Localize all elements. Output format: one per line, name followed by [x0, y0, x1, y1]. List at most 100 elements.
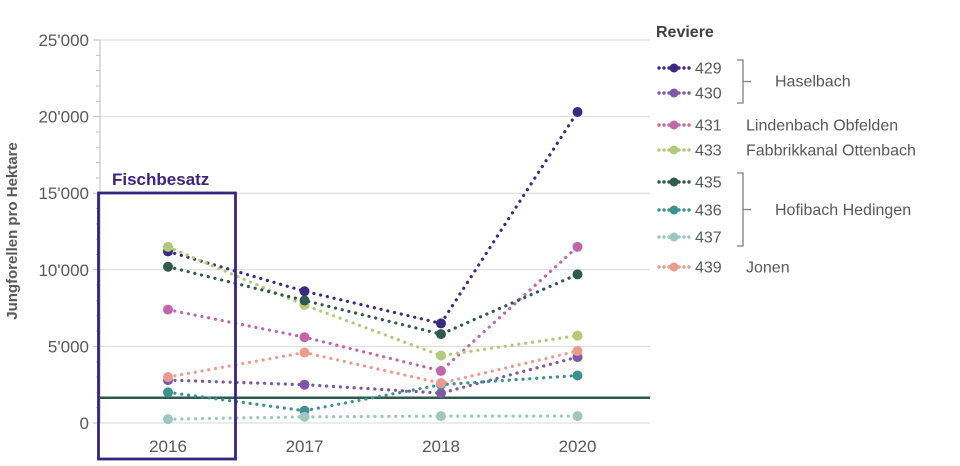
- legend-marker-dot: [682, 66, 686, 70]
- data-point-429-2017: [299, 286, 310, 297]
- legend-series-number: 439: [695, 260, 722, 277]
- series-line-433: [166, 245, 580, 358]
- y-tick-label: 25'000: [38, 31, 89, 50]
- legend-marker-dot: [682, 180, 686, 184]
- legend-group-label: Hofibach Hedingen: [775, 202, 911, 219]
- data-point-430-2017: [299, 379, 310, 390]
- legend-marker-dot: [662, 180, 666, 184]
- data-point-439-2020: [572, 345, 583, 356]
- data-point-437-2018: [436, 411, 446, 422]
- legend-item-435: 435: [657, 175, 722, 192]
- legend-marker-dot: [657, 235, 661, 239]
- legend-marker-dot: [662, 91, 666, 95]
- series-line-437: [166, 414, 580, 421]
- legend-marker-dot: [662, 235, 666, 239]
- legend-series-number: 429: [695, 61, 722, 78]
- data-point-431-2018: [436, 365, 446, 376]
- data-point-433-2016: [163, 241, 173, 252]
- legend-marker-dot: [657, 66, 661, 70]
- series-line-435: [166, 265, 580, 336]
- x-tick-label: 2018: [422, 437, 460, 456]
- legend-marker-dot: [687, 235, 691, 239]
- legend-marker: [669, 262, 679, 272]
- data-point-435-2016: [163, 261, 173, 272]
- series-line-430: [166, 355, 580, 395]
- legend-marker: [669, 177, 679, 187]
- series-line-431: [166, 245, 580, 373]
- data-point-431-2020: [572, 241, 583, 252]
- data-point-435-2020: [572, 269, 583, 280]
- legend-marker-dot: [657, 208, 661, 212]
- data-series: [163, 107, 583, 425]
- fischbesatz-annotation: Fischbesatz: [97, 170, 237, 461]
- legend-series-number: 436: [695, 203, 722, 220]
- data-point-435-2017: [299, 295, 310, 306]
- legend-marker-dot: [682, 265, 686, 269]
- legend-marker-dot: [662, 265, 666, 269]
- x-axis: 2016 2017 2018 2020: [149, 437, 596, 456]
- data-point-436-2020: [572, 370, 583, 381]
- data-point-437-2017: [299, 411, 310, 422]
- legend-marker-dot: [687, 66, 691, 70]
- legend-marker: [669, 145, 679, 155]
- legend: Reviere 429 430 431 433 435 436 437 439 Haselbach…: [656, 24, 916, 277]
- legend-marker-dot: [662, 148, 666, 152]
- data-point-439-2016: [163, 372, 173, 383]
- legend-title: Reviere: [656, 24, 714, 41]
- legend-marker-dot: [687, 148, 691, 152]
- y-tick-label: 15'000: [38, 184, 89, 203]
- legend-marker: [669, 63, 679, 73]
- legend-marker-dot: [687, 91, 691, 95]
- legend-group-label: Jonen: [746, 260, 790, 277]
- legend-bracket: [737, 59, 751, 104]
- legend-marker-dot: [657, 91, 661, 95]
- x-tick-label: 2020: [559, 437, 597, 456]
- y-tick-label: 0: [80, 414, 89, 433]
- x-tick-label: 2016: [149, 437, 187, 456]
- legend-marker-dot: [682, 208, 686, 212]
- gridlines: [100, 39, 650, 424]
- data-point-433-2020: [572, 330, 583, 341]
- y-axis-title: Jungforellen pro Hektare: [4, 142, 21, 320]
- legend-item-429: 429: [657, 61, 722, 78]
- legend-marker-dot: [687, 265, 691, 269]
- legend-series-number: 433: [695, 143, 722, 160]
- fischbesatz-label: Fischbesatz: [112, 170, 209, 189]
- legend-marker: [669, 120, 679, 130]
- data-point-429-2020: [572, 107, 583, 118]
- data-point-430-2018: [436, 388, 446, 399]
- legend-marker-dot: [657, 123, 661, 127]
- legend-marker-dot: [662, 208, 666, 212]
- fischbesatz-box: [97, 191, 237, 461]
- legend-item-436: 436: [657, 203, 722, 220]
- legend-marker: [669, 88, 679, 98]
- legend-marker-dot: [687, 123, 691, 127]
- legend-marker-dot: [687, 180, 691, 184]
- legend-item-431: 431: [657, 118, 722, 135]
- data-point-431-2017: [299, 332, 310, 343]
- legend-marker-dot: [657, 148, 661, 152]
- data-point-429-2018: [436, 318, 446, 329]
- legend-series-number: 437: [695, 230, 722, 247]
- y-axis: 0 5'000 10'000 15'000 20'000 25'000 Jungforell…: [4, 31, 101, 433]
- legend-marker-dot: [657, 265, 661, 269]
- y-tick-label: 5'000: [48, 337, 89, 356]
- legend-marker-dot: [682, 235, 686, 239]
- legend-series-number: 430: [695, 86, 722, 103]
- data-point-439-2017: [299, 347, 310, 358]
- data-point-435-2018: [436, 329, 446, 340]
- data-point-437-2016: [163, 414, 173, 425]
- data-point-433-2018: [436, 350, 446, 361]
- legend-marker-dot: [682, 91, 686, 95]
- data-point-431-2016: [163, 304, 173, 315]
- legend-group-label: Haselbach: [775, 74, 851, 91]
- legend-item-433: 433: [657, 143, 722, 160]
- series-line-429: [166, 110, 580, 326]
- legend-series-number: 431: [695, 118, 722, 135]
- data-point-436-2016: [163, 387, 173, 398]
- legend-series-number: 435: [695, 175, 722, 192]
- y-tick-label: 20'000: [38, 108, 89, 127]
- legend-group-label: Lindenbach Obfelden: [746, 118, 898, 135]
